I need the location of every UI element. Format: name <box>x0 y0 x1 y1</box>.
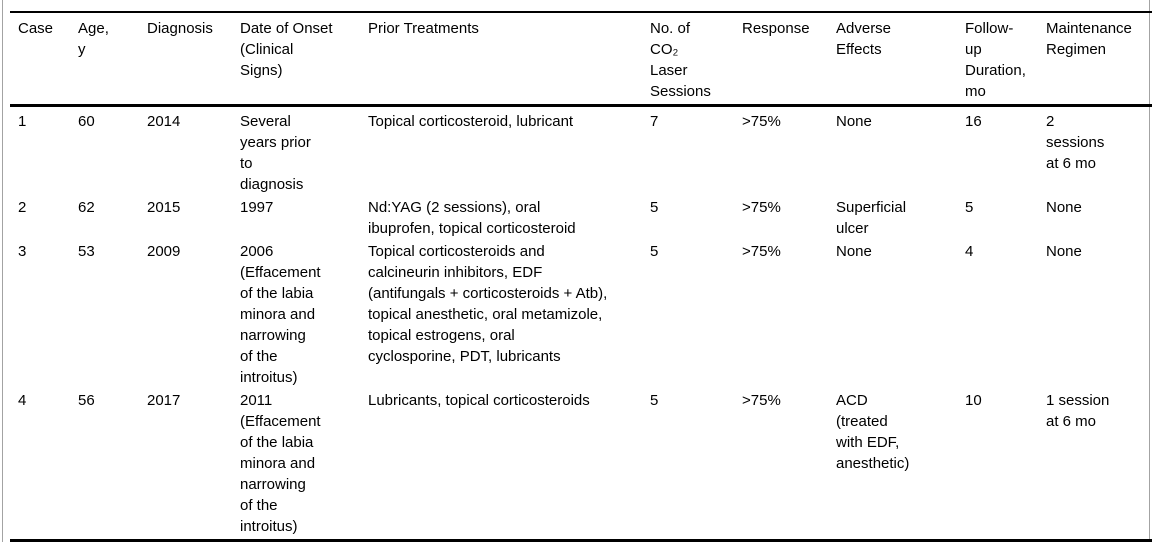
cell-age: 60 <box>78 113 95 130</box>
column-header-adverse-effects: Adverse Effects <box>836 12 965 107</box>
cell-followup-duration: 10 <box>965 392 982 409</box>
cell-age: 62 <box>78 199 95 216</box>
cell-diagnosis: 2015 <box>147 199 181 216</box>
column-header-date-of-onset: Date of Onset (Clinical Signs) <box>240 12 368 107</box>
case-series-table: Case Age, y Diagnosis Date of Onset (Cli… <box>10 11 1152 542</box>
header-row: Case Age, y Diagnosis Date of Onset (Cli… <box>10 12 1152 107</box>
cell-response: >75% <box>742 243 781 260</box>
column-header-case: Case <box>10 12 78 107</box>
column-header-age: Age, y <box>78 12 147 107</box>
table-row-case-1: 1 60 2014 Several years prior to diagnos… <box>10 106 1152 198</box>
cell-response: >75% <box>742 113 781 130</box>
cell-prior-treatments: Topical corticosteroid, lubricant <box>368 113 574 130</box>
cell-prior-treatments: Lubricants, topical corticosteroids <box>368 392 590 409</box>
cell-age: 56 <box>78 392 95 409</box>
column-header-maintenance-regimen: Maintenance Regimen <box>1046 12 1152 107</box>
column-header-prior-treatments: Prior Treatments <box>368 12 650 107</box>
cell-date-of-onset: 2011 (Effacement of the labia minora and… <box>240 392 321 535</box>
table-row-case-2: 2 62 2015 1997 Nd:YAG (2 sessions), oral… <box>10 197 1152 241</box>
cell-diagnosis: 2014 <box>147 113 181 130</box>
cell-followup-duration: 16 <box>965 113 982 130</box>
cell-maintenance-regimen: 2 sessions at 6 mo <box>1046 113 1105 172</box>
cell-prior-treatments: Nd:YAG (2 sessions), oral ibuprofen, top… <box>368 199 576 237</box>
cell-maintenance-regimen: 1 session at 6 mo <box>1046 392 1110 430</box>
table-row-case-3: 3 53 2009 2006 (Effacement of the labia … <box>10 241 1152 390</box>
cell-date-of-onset: 2006 (Effacement of the labia minora and… <box>240 243 321 386</box>
cell-date-of-onset: 1997 <box>240 199 274 216</box>
cell-response: >75% <box>742 199 781 216</box>
cell-case: 1 <box>18 113 27 130</box>
column-header-response: Response <box>742 12 836 107</box>
cell-laser-sessions: 5 <box>650 199 659 216</box>
cell-followup-duration: 4 <box>965 243 974 260</box>
column-header-laser-sessions: No. of CO₂ Laser Sessions <box>650 12 742 107</box>
column-header-diagnosis: Diagnosis <box>147 12 240 107</box>
cell-maintenance-regimen: None <box>1046 199 1082 216</box>
cell-response: >75% <box>742 392 781 409</box>
table-row-case-4: 4 56 2017 2011 (Effacement of the labia … <box>10 390 1152 541</box>
table-figure: Case Age, y Diagnosis Date of Onset (Cli… <box>2 0 1152 542</box>
cell-adverse-effects: None <box>836 113 872 130</box>
column-header-followup-duration: Follow- up Duration, mo <box>965 12 1046 107</box>
cell-date-of-onset: Several years prior to diagnosis <box>240 113 311 193</box>
cell-adverse-effects: ACD (treated with EDF, anesthetic) <box>836 392 910 472</box>
cell-case: 3 <box>18 243 27 260</box>
cell-maintenance-regimen: None <box>1046 243 1082 260</box>
cell-adverse-effects: Superficial ulcer <box>836 199 907 237</box>
cell-adverse-effects: None <box>836 243 872 260</box>
cell-prior-treatments: Topical corticosteroids and calcineurin … <box>368 243 608 365</box>
cell-diagnosis: 2009 <box>147 243 181 260</box>
cell-age: 53 <box>78 243 95 260</box>
cell-diagnosis: 2017 <box>147 392 181 409</box>
cell-followup-duration: 5 <box>965 199 974 216</box>
cell-laser-sessions: 5 <box>650 243 659 260</box>
cell-laser-sessions: 5 <box>650 392 659 409</box>
cell-case: 4 <box>18 392 27 409</box>
cell-case: 2 <box>18 199 27 216</box>
cell-laser-sessions: 7 <box>650 113 659 130</box>
